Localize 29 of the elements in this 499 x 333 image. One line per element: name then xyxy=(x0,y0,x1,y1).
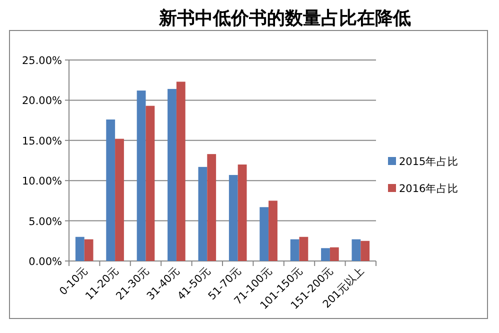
legend-label: 2016年占比 xyxy=(399,182,459,195)
bar xyxy=(360,240,370,261)
bar xyxy=(198,166,208,261)
legend-label: 2015年占比 xyxy=(399,155,459,168)
bar xyxy=(75,236,84,261)
y-tick-label: 25.00% xyxy=(22,55,62,67)
bar xyxy=(115,138,124,261)
y-tick-label: 15.00% xyxy=(22,135,62,148)
y-tick-label: 0.00% xyxy=(28,256,62,268)
bar xyxy=(299,236,308,261)
bar xyxy=(352,239,361,261)
y-tick-label: 20.00% xyxy=(22,95,62,108)
bar xyxy=(176,82,186,261)
bar xyxy=(321,248,330,261)
bar xyxy=(228,174,238,261)
bar xyxy=(268,200,278,261)
bar xyxy=(84,239,94,261)
bar xyxy=(106,119,116,261)
bar xyxy=(146,106,155,261)
y-tick-label: 5.00% xyxy=(28,216,62,228)
y-tick-label: 10.00% xyxy=(22,176,62,188)
bar xyxy=(260,207,269,261)
bar xyxy=(207,154,216,261)
bar xyxy=(136,90,146,261)
bar xyxy=(290,239,300,261)
bar xyxy=(238,164,247,261)
chart-title: 新书中低价书的数量占比在降低 xyxy=(158,8,411,29)
bar xyxy=(168,88,176,261)
bar xyxy=(330,247,339,261)
